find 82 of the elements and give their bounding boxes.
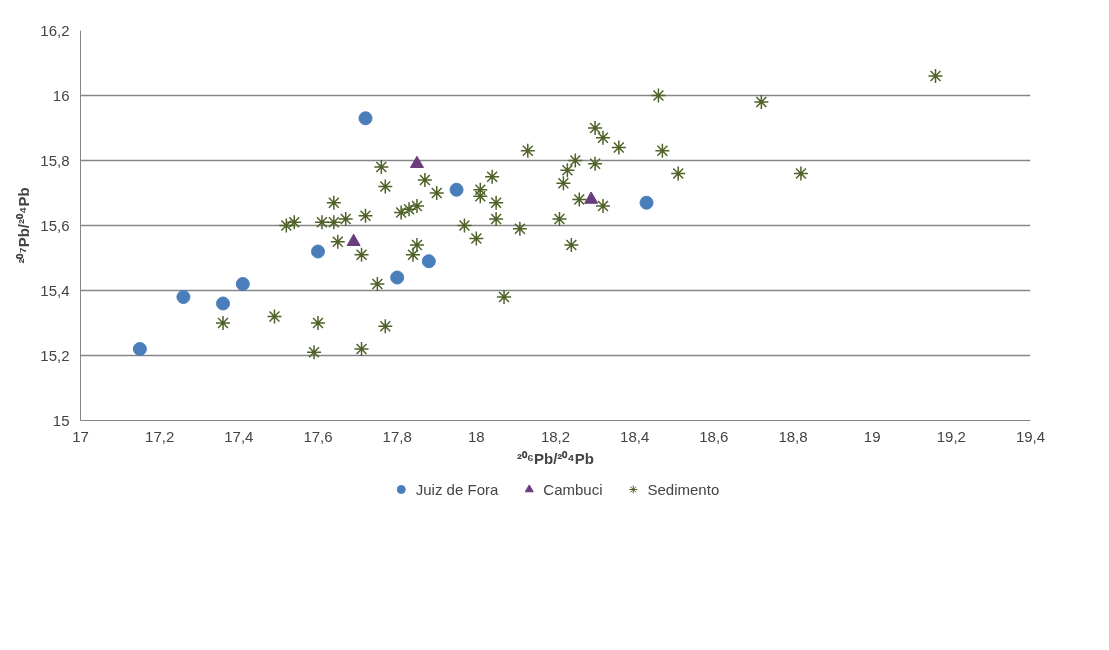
point [409, 237, 425, 253]
point [235, 277, 250, 291]
point [429, 185, 445, 201]
point [215, 315, 231, 331]
point [311, 244, 325, 259]
point [551, 211, 568, 227]
point [559, 162, 576, 178]
y-tick-label: 16 [52, 86, 70, 104]
point [611, 139, 627, 156]
point [512, 221, 528, 237]
point [358, 111, 373, 126]
point [927, 68, 944, 84]
point [472, 188, 489, 204]
point [587, 120, 603, 136]
y-tick-label: 15,4 [40, 281, 70, 299]
point [555, 175, 572, 191]
x-tick-label: 19,2 [936, 427, 966, 445]
point [496, 289, 512, 305]
point [176, 290, 191, 304]
x-tick-label: 18,6 [699, 427, 729, 445]
x-tick-label: 17,6 [303, 427, 333, 445]
point [216, 296, 230, 311]
y-tick-label: 15 [52, 411, 70, 429]
legend-label: Juiz de Fora [415, 480, 499, 498]
point [353, 341, 370, 357]
point [330, 234, 346, 250]
point [488, 195, 504, 211]
point [353, 247, 370, 263]
x-tick-label: 18,4 [620, 427, 650, 445]
point [314, 214, 330, 230]
point [266, 308, 283, 325]
point [670, 165, 686, 182]
point [357, 208, 374, 224]
x-tick-label: 18,2 [540, 427, 571, 445]
point [373, 159, 390, 175]
point [567, 152, 584, 169]
point [132, 342, 147, 356]
point [753, 94, 770, 110]
point [417, 172, 433, 188]
x-tick-label: 17,8 [382, 427, 412, 445]
point [369, 276, 386, 292]
point [484, 169, 500, 185]
point [571, 191, 587, 208]
x-tick-label: 17,4 [224, 427, 254, 445]
y-tick-label: 16,2 [40, 21, 70, 39]
point [488, 211, 504, 227]
point [421, 254, 436, 269]
point [449, 182, 464, 197]
x-tick-label: 17,2 [145, 427, 175, 445]
x-tick-label: 18 [467, 427, 485, 445]
x-axis-title: ²⁰⁶Pb/²⁰⁴Pb [517, 449, 594, 467]
point [310, 315, 326, 331]
y-tick-label: 15,8 [40, 151, 70, 169]
x-tick-label: 17 [72, 427, 89, 445]
point [595, 198, 611, 214]
point [405, 247, 421, 263]
point [326, 214, 342, 230]
point [650, 87, 667, 104]
point [520, 143, 536, 159]
point [377, 318, 394, 334]
y-tick-label: 15,2 [40, 346, 70, 364]
point [472, 182, 489, 198]
legend-label: Cambuci [543, 480, 603, 498]
point [587, 156, 603, 172]
point [639, 195, 654, 210]
point [563, 237, 580, 253]
point [793, 165, 809, 182]
point [377, 178, 394, 195]
point [468, 230, 485, 247]
x-tick-label: 19 [863, 427, 881, 445]
x-tick-label: 19,4 [1015, 427, 1046, 445]
point [654, 143, 671, 159]
point [326, 195, 342, 211]
point [337, 211, 354, 227]
legend-label: Sedimento [647, 480, 720, 498]
point [390, 270, 405, 285]
point [456, 217, 473, 234]
point [306, 344, 322, 360]
point [595, 130, 611, 146]
y-tick-label: 15,6 [40, 216, 70, 234]
x-tick-label: 18,8 [778, 427, 808, 445]
y-axis-title: ²⁰⁷Pb/²⁰⁴Pb [15, 187, 33, 264]
